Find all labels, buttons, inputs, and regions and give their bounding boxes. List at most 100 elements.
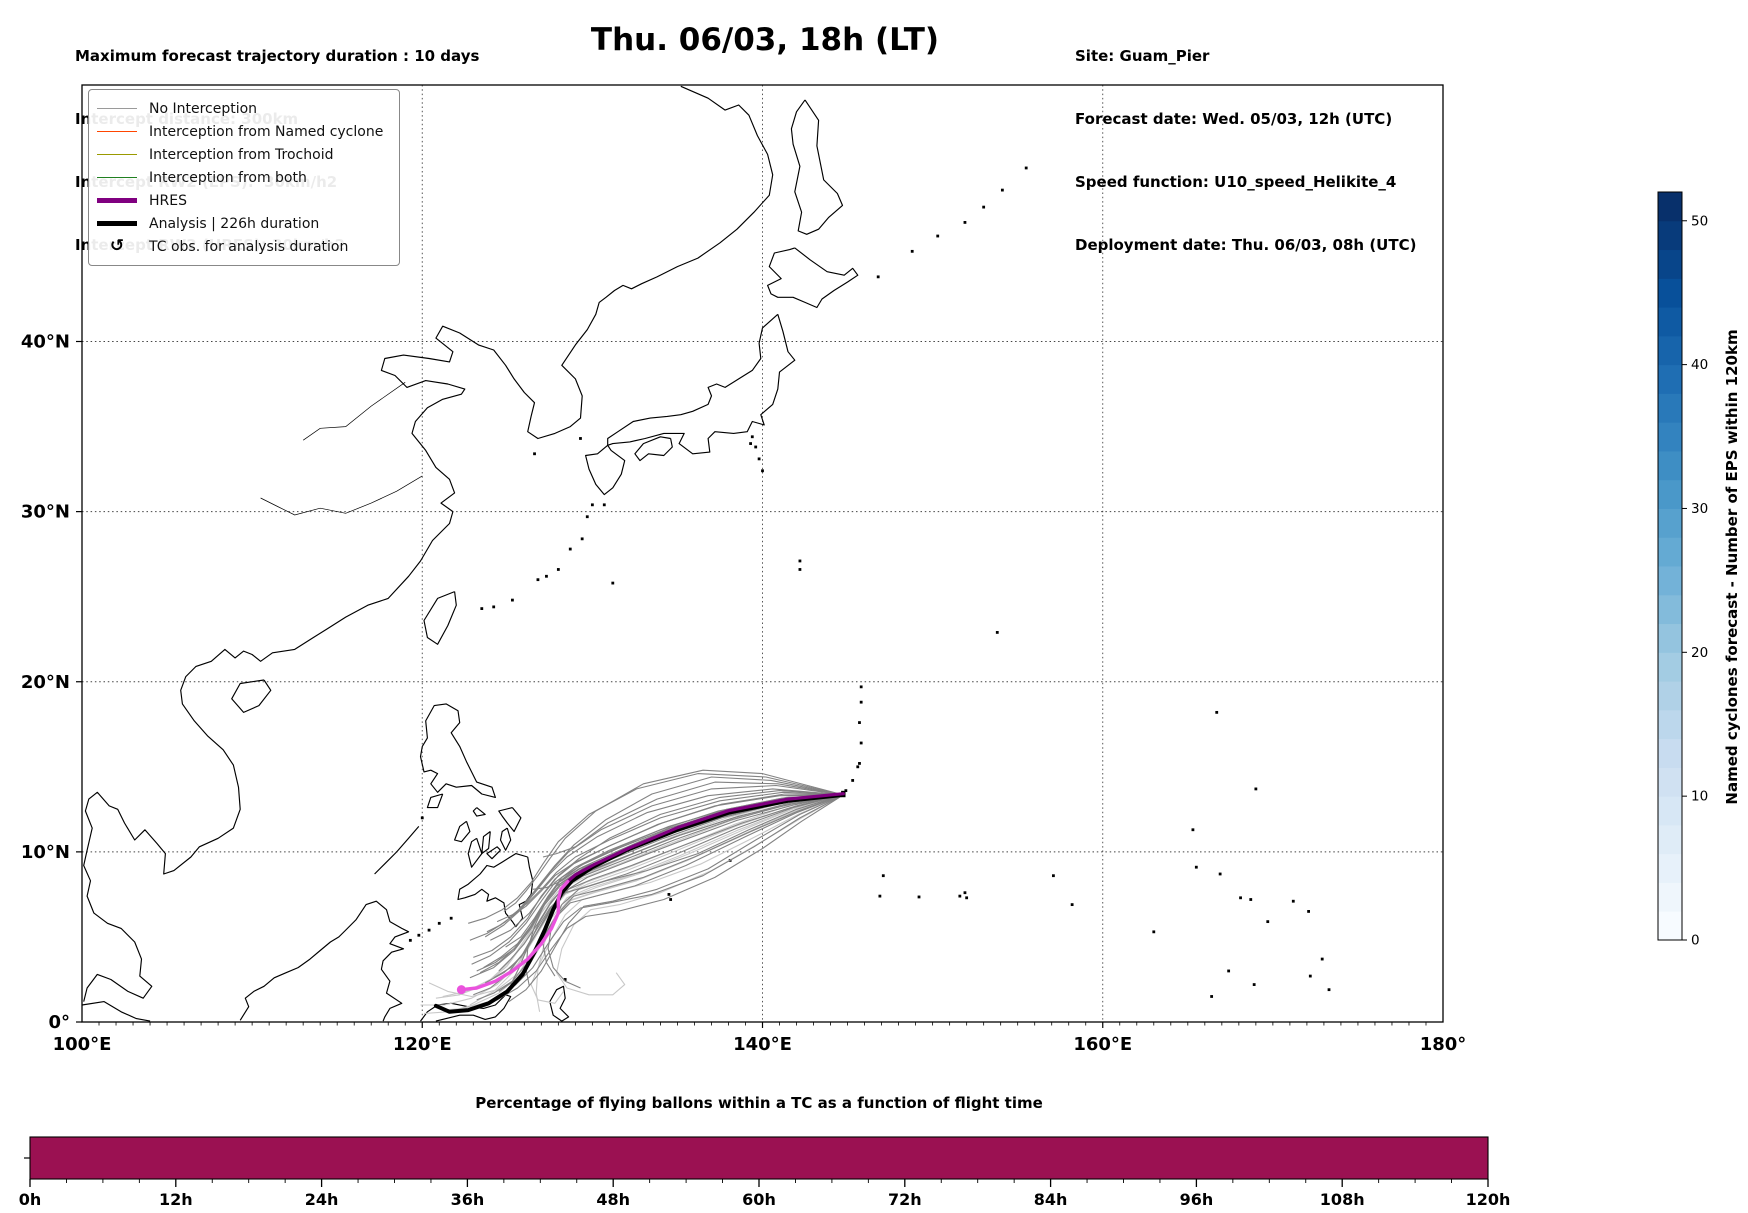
bar-x-tick-label: 0h <box>19 1190 42 1209</box>
ensemble-track <box>484 794 844 984</box>
island-speck <box>798 568 802 571</box>
island-speck <box>995 631 999 634</box>
coastline <box>585 314 796 496</box>
colorbar-band <box>1658 767 1682 797</box>
island-speck <box>556 568 560 571</box>
island-speck <box>1307 910 1311 913</box>
colorbar-band <box>1658 853 1682 883</box>
ensemble-track <box>490 790 844 941</box>
lat-tick-label: 10°N <box>21 842 70 863</box>
legend-item-label: Interception from Named cyclone <box>149 123 384 140</box>
island-speck <box>965 896 969 900</box>
no-interception-line-swatch <box>97 107 137 110</box>
legend-item: Interception from Named cyclone <box>97 120 389 143</box>
island-speck <box>844 789 848 793</box>
colorbar: 0 10 20 30 40 50 <box>1657 191 1708 949</box>
colorbar-band <box>1658 508 1682 538</box>
colorbar-band <box>1658 594 1682 625</box>
hres-track <box>566 792 845 884</box>
colorbar-band <box>1658 335 1682 366</box>
legend-item: HRES <box>97 189 389 212</box>
island-speck <box>878 894 882 898</box>
coastline <box>472 807 486 817</box>
island-speck <box>1215 710 1219 714</box>
colorbar-band <box>1658 307 1682 337</box>
island-speck <box>1266 920 1270 924</box>
analysis-track <box>433 792 846 1014</box>
magenta-track <box>459 879 570 992</box>
island-speck <box>563 978 567 981</box>
map-axes: 100°E 120°E 140°E 160°E 180° 0° 10°N 20°N 30°N 40… <box>21 84 1466 1055</box>
coastline <box>467 837 483 868</box>
tc-obs-marker-icon: ↺ <box>109 236 125 256</box>
island-speck <box>669 898 673 901</box>
legend-item-label: HRES <box>149 192 187 209</box>
island-speck <box>858 721 861 724</box>
island-speck <box>492 605 496 609</box>
island-speck <box>611 581 615 585</box>
island-speck <box>982 205 986 209</box>
island-speck <box>859 741 863 745</box>
bar-x-tick-label: 36h <box>451 1190 485 1209</box>
colorbar-label: Named cyclones forecast - Number of EPS … <box>1723 329 1741 805</box>
island-speck <box>858 762 861 765</box>
colorbar-band <box>1658 450 1682 481</box>
info-right-line: Deployment date: Thu. 06/03, 08h (UTC) <box>1075 236 1417 254</box>
island-speck <box>749 442 752 445</box>
lat-tick-label: 0° <box>48 1012 70 1033</box>
island-speck <box>1249 898 1253 901</box>
legend-item-label: Interception from both <box>149 169 307 186</box>
colorbar-band <box>1658 623 1682 653</box>
lat-tick-label: 30°N <box>21 502 70 523</box>
lat-tick-label: 40°N <box>21 332 70 353</box>
island-speck <box>533 452 536 456</box>
colorbar-band <box>1658 709 1682 740</box>
named-cyclone-line-swatch <box>97 130 137 133</box>
coastline <box>634 436 673 462</box>
island-speck <box>1327 988 1331 992</box>
colorbar-tick-label: 20 <box>1691 645 1708 661</box>
island-speck <box>910 249 914 253</box>
bar-x-tick-label: 60h <box>742 1190 776 1209</box>
island-speck <box>1227 969 1231 973</box>
island-speck <box>511 598 514 602</box>
island-speck <box>936 234 940 238</box>
colorbar-band <box>1658 537 1682 567</box>
ensemble-track <box>469 794 844 1006</box>
island-speck <box>1218 872 1222 876</box>
legend-item: ↺ TC obs. for analysis duration <box>97 235 389 258</box>
colorbar-band <box>1658 882 1682 912</box>
coastline <box>426 793 444 809</box>
island-speck <box>1239 896 1242 900</box>
track-end-dot <box>456 985 466 995</box>
colorbar-band <box>1658 422 1682 452</box>
coastline <box>239 900 410 1022</box>
lon-tick-label: 120°E <box>393 1034 452 1055</box>
legend-item-label: TC obs. for analysis duration <box>149 238 349 255</box>
island-speck <box>761 469 764 473</box>
colorbar-band <box>1658 566 1682 596</box>
figure-title: Thu. 06/03, 18h (LT) <box>590 22 940 58</box>
island-speck <box>1252 983 1256 986</box>
lon-tick-label: 100°E <box>53 1034 112 1055</box>
bar-x-tick-label: 96h <box>1180 1190 1214 1209</box>
legend-item: Interception from both <box>97 166 389 189</box>
percentage-bar <box>29 1136 1489 1180</box>
legend-item: Analysis | 226h duration <box>97 212 389 235</box>
island-speck <box>1000 188 1004 192</box>
island-speck <box>585 515 589 519</box>
trajectory-tracks <box>420 769 846 1015</box>
island-speck <box>437 921 441 925</box>
bar-x-tick-label: 72h <box>888 1190 922 1209</box>
ensemble-track <box>535 794 844 1012</box>
coastline <box>481 831 491 855</box>
island-speck <box>1191 828 1195 832</box>
island-speck <box>958 894 962 898</box>
island-speck <box>1070 903 1074 907</box>
island-speck <box>1052 874 1055 878</box>
both-line-swatch <box>97 176 137 179</box>
map-coastlines <box>82 85 1331 1022</box>
ensemble-track <box>498 794 844 972</box>
island-speck <box>856 765 860 769</box>
island-speck <box>798 559 802 563</box>
